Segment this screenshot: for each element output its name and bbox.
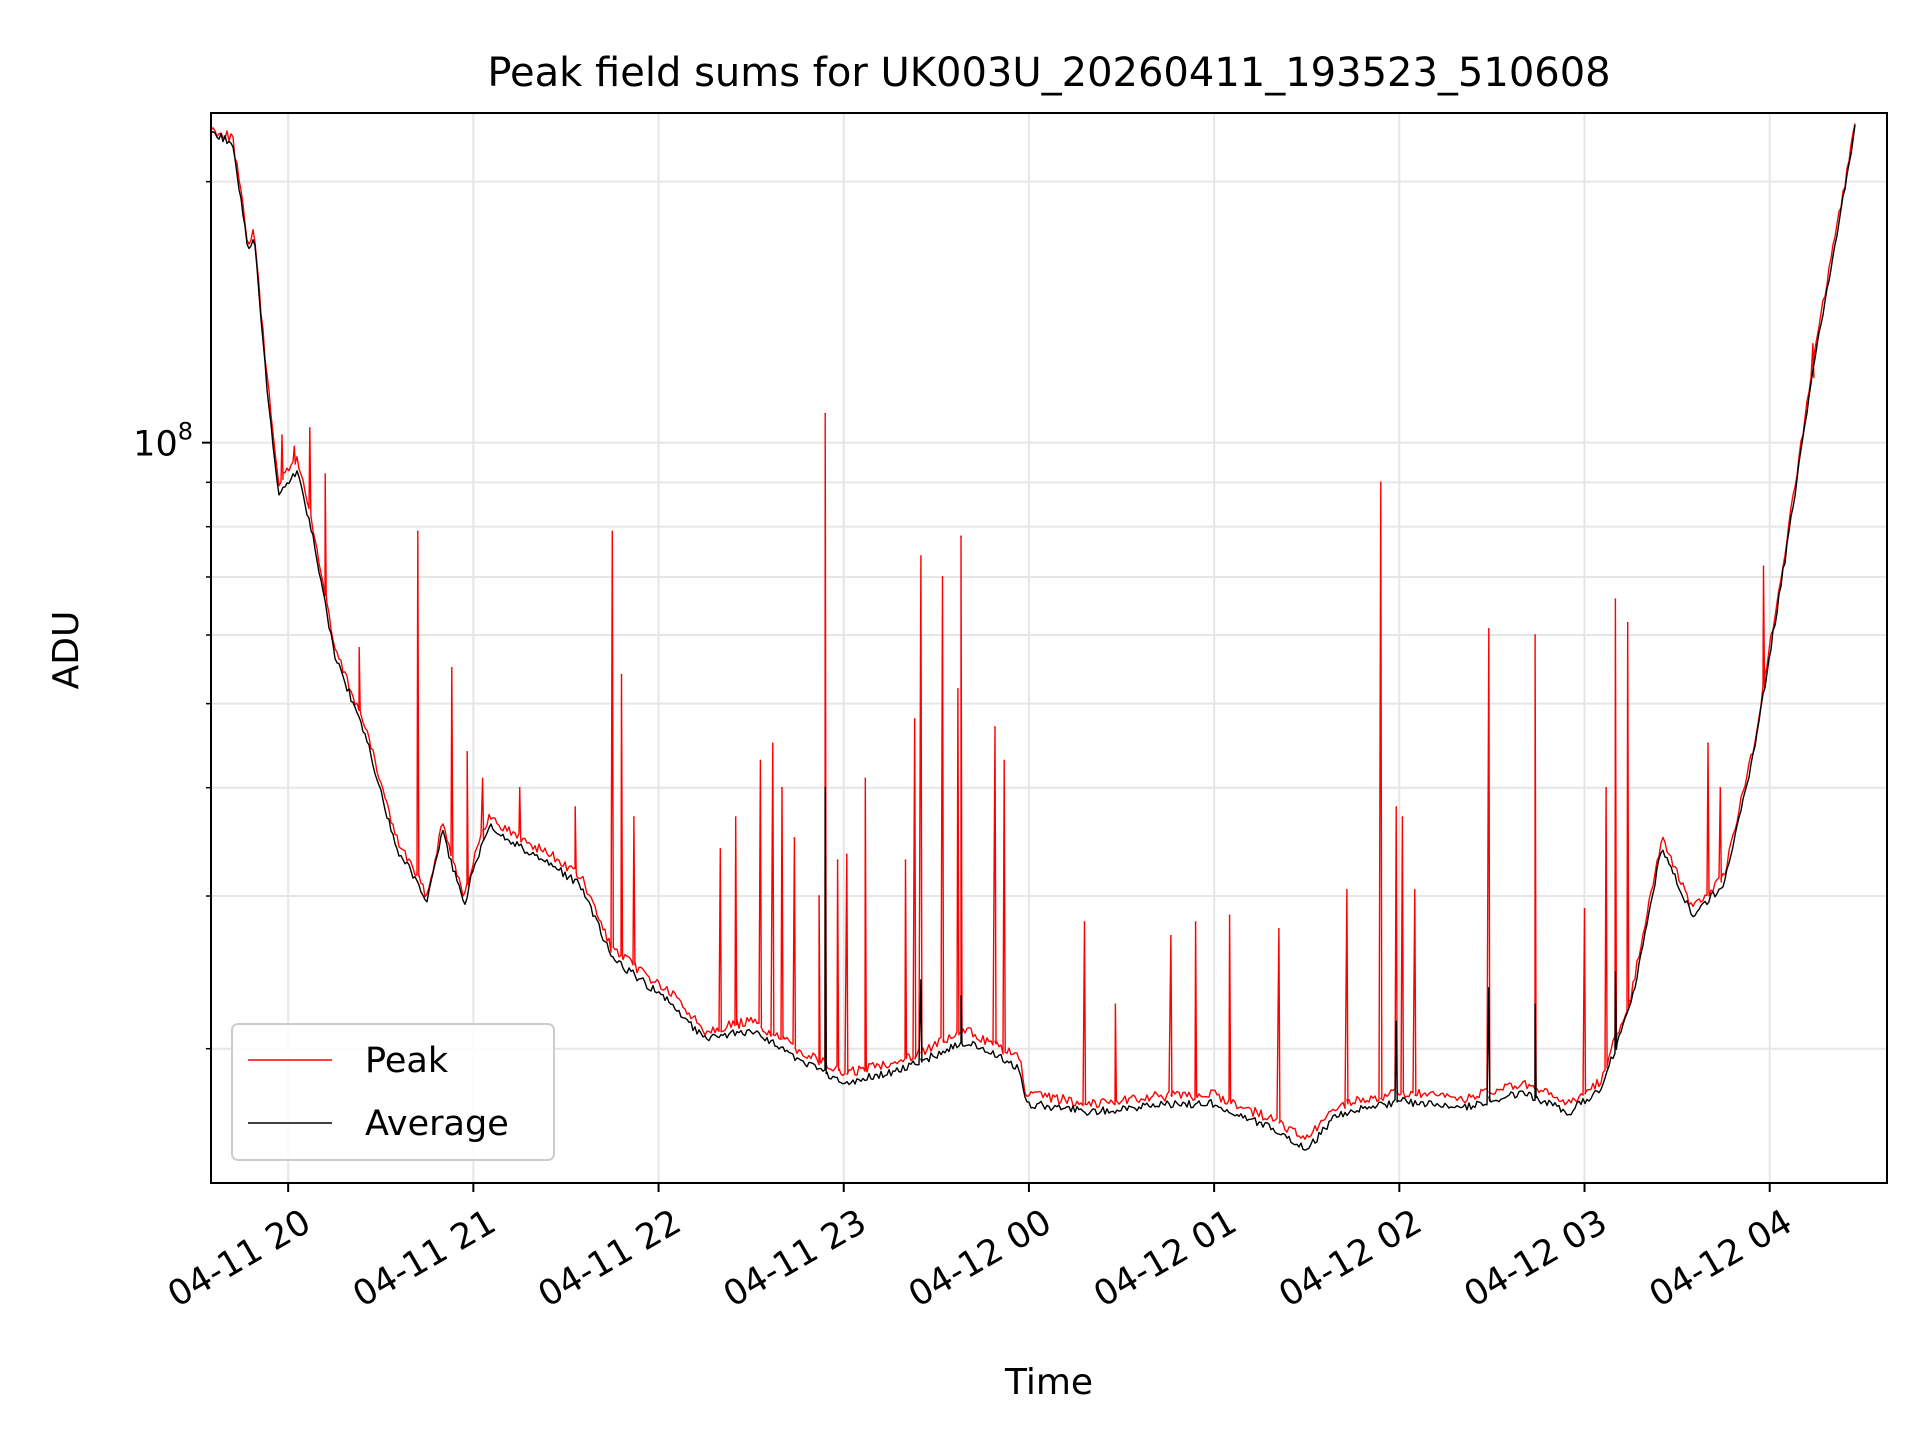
data-point-spike <box>1534 634 1536 636</box>
data-point-spike <box>1488 987 1490 989</box>
data-point-spike <box>358 646 360 649</box>
data-point-spike <box>719 848 722 850</box>
y-axis-label: ADU <box>46 611 87 690</box>
data-point-spike <box>633 816 635 818</box>
data-point-spike <box>957 688 959 690</box>
data-point-spike <box>1762 565 1765 568</box>
data-point-spike <box>620 673 623 676</box>
series-layer <box>210 123 1856 1151</box>
data-point-spike <box>416 530 419 533</box>
data-point-spike <box>1346 888 1348 891</box>
data-point-spike <box>1413 888 1416 891</box>
data-point-spike <box>1114 1003 1117 1006</box>
data-point-spike <box>913 718 916 720</box>
data-point-spike <box>960 535 962 538</box>
data-point-spike <box>1534 1003 1536 1006</box>
data-point-spike <box>1395 1020 1398 1023</box>
data-point-spike <box>734 816 737 818</box>
data-point-spike <box>1003 759 1006 762</box>
data-point-spike <box>1278 927 1280 930</box>
data-point-spike <box>611 530 614 533</box>
y-tick-label: 108 <box>133 418 193 465</box>
series-average <box>210 124 1856 1151</box>
data-point-spike <box>293 445 296 448</box>
data-point-spike <box>481 777 484 780</box>
data-point-spike <box>824 786 827 789</box>
data-point-spike <box>994 726 996 728</box>
series-line-average <box>210 124 1856 1151</box>
data-point-spike <box>466 750 468 753</box>
data-point-spike <box>960 995 962 997</box>
data-point-spike <box>1083 921 1086 923</box>
data-point-spike <box>1380 481 1382 484</box>
data-point-spike <box>1719 786 1722 789</box>
data-point-spike <box>920 555 922 557</box>
legend-label-average: Average <box>365 1104 509 1144</box>
data-point-spike <box>1401 816 1404 818</box>
data-point-spike <box>1614 971 1617 974</box>
data-point-spike <box>1812 343 1814 345</box>
data-point-spike <box>450 666 453 669</box>
data-point-spike <box>846 853 848 856</box>
data-point-spike <box>836 859 839 861</box>
data-point-spike <box>771 742 774 745</box>
grid-layer <box>211 113 1887 1183</box>
data-point-spike <box>818 895 820 897</box>
data-point-spike <box>1228 914 1231 917</box>
legend-box <box>231 1023 555 1161</box>
plot-frame <box>210 112 1888 1184</box>
data-point-spike <box>1170 934 1172 937</box>
data-point-spike <box>793 837 796 839</box>
legend-label-peak: Peak <box>365 1041 449 1081</box>
legend: Peak Average <box>231 1023 555 1161</box>
data-point-spike <box>1488 627 1490 630</box>
data-point-spike <box>904 859 907 861</box>
data-point-spike <box>781 786 783 789</box>
x-axis-label: Time <box>1004 1362 1093 1403</box>
data-point-spike <box>1707 742 1709 745</box>
data-point-spike <box>824 412 827 415</box>
data-point-spike <box>1395 806 1398 808</box>
data-point-spike <box>864 777 867 780</box>
data-point-spike <box>308 427 311 429</box>
data-point-spike <box>281 434 283 437</box>
data-point-spike <box>1605 786 1607 789</box>
data-point-spike <box>574 806 577 808</box>
data-point-spike <box>518 786 521 789</box>
data-point-spike <box>759 759 762 762</box>
chart-title: Peak field sums for UK003U_20260411_1935… <box>487 50 1610 96</box>
data-point-spike <box>1614 598 1617 600</box>
data-point-spike <box>324 473 327 475</box>
data-point-spike <box>1194 921 1197 923</box>
data-point-spike <box>1583 907 1586 910</box>
data-point-spike <box>941 576 944 578</box>
data-point-spike <box>1626 621 1629 624</box>
data-point-spike <box>920 979 922 981</box>
